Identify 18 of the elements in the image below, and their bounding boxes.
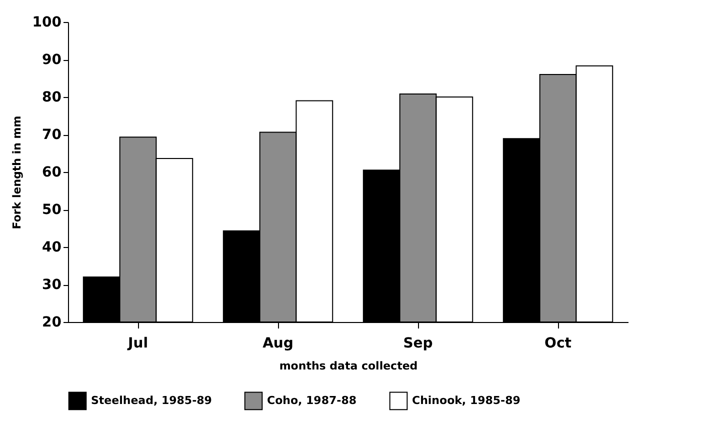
- x-tick-label: Oct: [544, 336, 572, 352]
- legend-label: Chinook, 1985-89: [412, 394, 520, 407]
- y-tick-label: 90: [42, 52, 62, 68]
- y-tick-label: 20: [42, 314, 62, 330]
- x-tick-label: Sep: [403, 336, 433, 352]
- y-tick-label: 30: [42, 277, 62, 293]
- y-axis-title: Fork length in mm: [10, 116, 24, 230]
- x-tick-label: Aug: [262, 336, 294, 352]
- y-tick-label: 40: [42, 240, 62, 256]
- legend-label: Steelhead, 1985-89: [91, 394, 212, 407]
- y-tick-label: 70: [42, 127, 62, 143]
- y-tick-label: 100: [32, 14, 62, 30]
- y-tick-label: 60: [42, 164, 62, 180]
- legend-label: Coho, 1987-88: [267, 394, 357, 407]
- y-tick-label: 50: [42, 202, 62, 218]
- y-tick-label: 80: [42, 90, 62, 106]
- x-tick-label: Jul: [127, 336, 148, 352]
- x-axis-title: months data collected: [279, 360, 418, 372]
